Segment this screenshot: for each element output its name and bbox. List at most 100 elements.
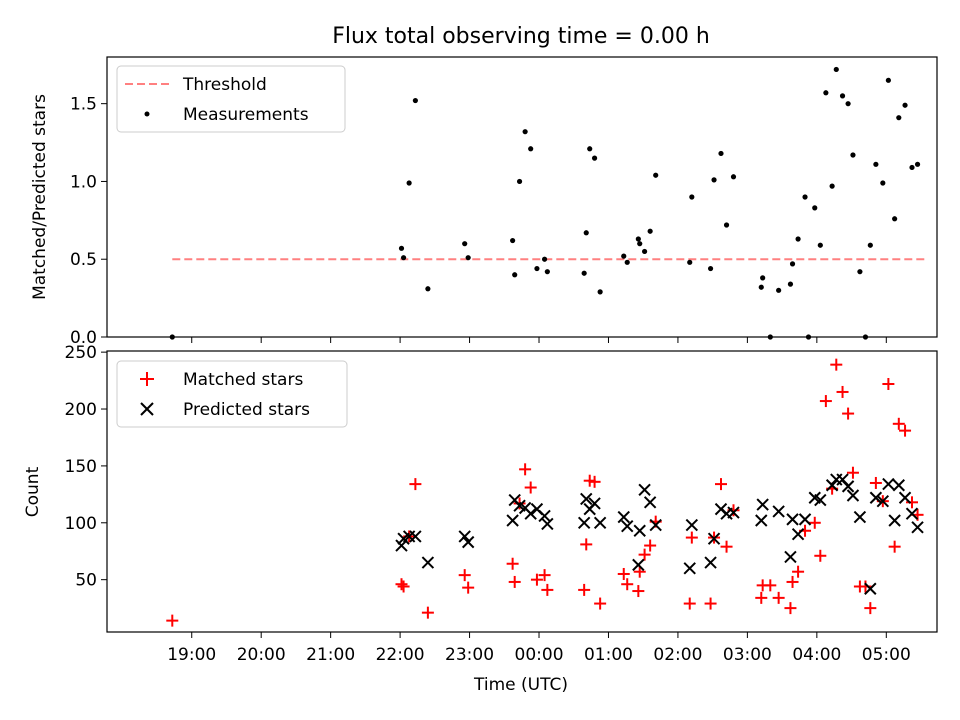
predicted-star-point	[421, 556, 435, 569]
measurement-point	[637, 241, 643, 247]
measurement-point	[833, 66, 839, 73]
measurement-point	[718, 150, 724, 157]
matched-star-point	[814, 549, 827, 562]
measurement-point	[789, 261, 796, 267]
top-x-ticks	[191, 337, 887, 343]
matched-star-point	[638, 548, 651, 561]
measurement-point	[730, 174, 737, 180]
matched-star-point	[714, 478, 727, 491]
predicted-star-point	[888, 514, 901, 527]
measurement-point	[873, 161, 879, 167]
measurement-point	[902, 102, 908, 108]
predicted-star-point	[876, 494, 890, 508]
matched-star-point	[621, 578, 634, 591]
predicted-star-point	[461, 535, 475, 549]
matched-star-point	[899, 424, 912, 437]
matched-star-point	[166, 614, 179, 627]
matched-star-point	[644, 539, 657, 552]
predicted-star-point	[814, 493, 827, 507]
matched-star-point	[508, 575, 521, 588]
measurement-point	[465, 255, 471, 261]
top-legend: Threshold Measurements	[116, 65, 346, 133]
x-tick-label: 23:00	[445, 645, 494, 665]
matched-star-point	[792, 565, 805, 578]
predicted-star-point	[905, 507, 919, 520]
measurement-point	[850, 152, 856, 158]
predicted-star-point	[841, 480, 855, 493]
predicted-star-point	[869, 491, 883, 504]
predicted-star-point	[588, 497, 601, 510]
bottom-plot-frame	[106, 350, 938, 633]
matched-star-point	[685, 531, 698, 544]
predicted-star-point	[593, 516, 607, 529]
matched-star-point	[842, 407, 855, 420]
matched-star-point	[808, 516, 821, 529]
top-plot-frame	[106, 56, 938, 338]
x-tick-label: 19:00	[167, 645, 216, 665]
measurement-point	[635, 236, 641, 242]
top-panel: 0.0 0.5 1.0 1.5 Matched/Predicted stars Thr…	[30, 56, 938, 348]
matched-star-point	[397, 580, 410, 593]
matched-star-point	[580, 538, 593, 551]
matched-star-point	[462, 581, 475, 594]
matched-star-point	[633, 565, 646, 578]
predicted-star-point	[683, 562, 696, 575]
measurement-point	[689, 194, 695, 200]
bottom-legend-box	[116, 360, 348, 428]
measurement-point	[723, 222, 730, 228]
matched-star-point	[869, 476, 882, 489]
measurement-point	[624, 259, 630, 265]
bottom-x-ticks: 19:00 20:00 21:00 22:00 23:00 00:00 01:00 02:00…	[167, 632, 911, 665]
predicted-star-point	[791, 527, 805, 541]
measurement-point	[583, 230, 589, 236]
predicted-star-point	[580, 492, 593, 506]
measurement-point	[653, 172, 659, 178]
predicted-star-point	[649, 518, 662, 532]
bottom-marks	[166, 358, 924, 627]
measurement-point	[839, 93, 846, 99]
predicted-star-point	[643, 496, 657, 509]
matched-star-point	[786, 575, 799, 588]
x-tick-label: 21:00	[306, 645, 355, 665]
measurement-point	[829, 183, 835, 189]
predicted-star-point	[638, 483, 651, 497]
bottom-panel: 50 100 150 200 250 19:00 20:00 21:00 22:00 23:00…	[23, 343, 938, 695]
matched-star-point	[506, 557, 519, 570]
bottom-y-ticks: 50 100 150 200 250	[65, 343, 107, 591]
matched-star-point	[541, 583, 554, 596]
predicted-star-point	[395, 539, 408, 552]
predicted-star-point	[538, 509, 551, 523]
x-tick-label: 20:00	[237, 645, 286, 665]
matched-star-point	[594, 597, 607, 610]
x-tick-label: 05:00	[862, 645, 911, 665]
matched-star-point	[395, 578, 408, 591]
x-tick-label: 03:00	[723, 645, 772, 665]
matched-star-point	[830, 358, 843, 371]
predicted-star-point	[577, 516, 591, 529]
x-tick-label: 00:00	[515, 645, 564, 665]
matched-star-point	[720, 540, 733, 553]
top-y-tick-label: 0.0	[70, 328, 97, 348]
measurement-point	[591, 155, 598, 161]
measurement-point	[541, 256, 548, 262]
legend-predicted-label: Predicted stars	[183, 400, 310, 420]
matched-star-point	[530, 573, 543, 586]
x-axis-label: Time (UTC)	[473, 675, 568, 695]
predicted-star-point	[704, 556, 717, 569]
matched-star-point	[458, 569, 471, 582]
top-y-tick-label: 1.0	[70, 172, 97, 192]
measurement-point	[776, 287, 782, 293]
predicted-star-point	[892, 479, 906, 492]
bottom-y-axis-label: Count	[23, 466, 43, 517]
top-y-tick-label: 0.5	[70, 250, 97, 270]
matched-star-point	[704, 597, 717, 610]
matched-star-point	[819, 395, 832, 408]
predicted-star-point	[864, 582, 877, 595]
measurement-point	[857, 269, 863, 275]
measurement-point	[425, 286, 431, 292]
matched-star-point	[772, 591, 785, 604]
bottom-y-tick-label: 150	[65, 457, 97, 477]
top-legend-box	[116, 65, 346, 133]
matched-star-point	[755, 591, 768, 604]
